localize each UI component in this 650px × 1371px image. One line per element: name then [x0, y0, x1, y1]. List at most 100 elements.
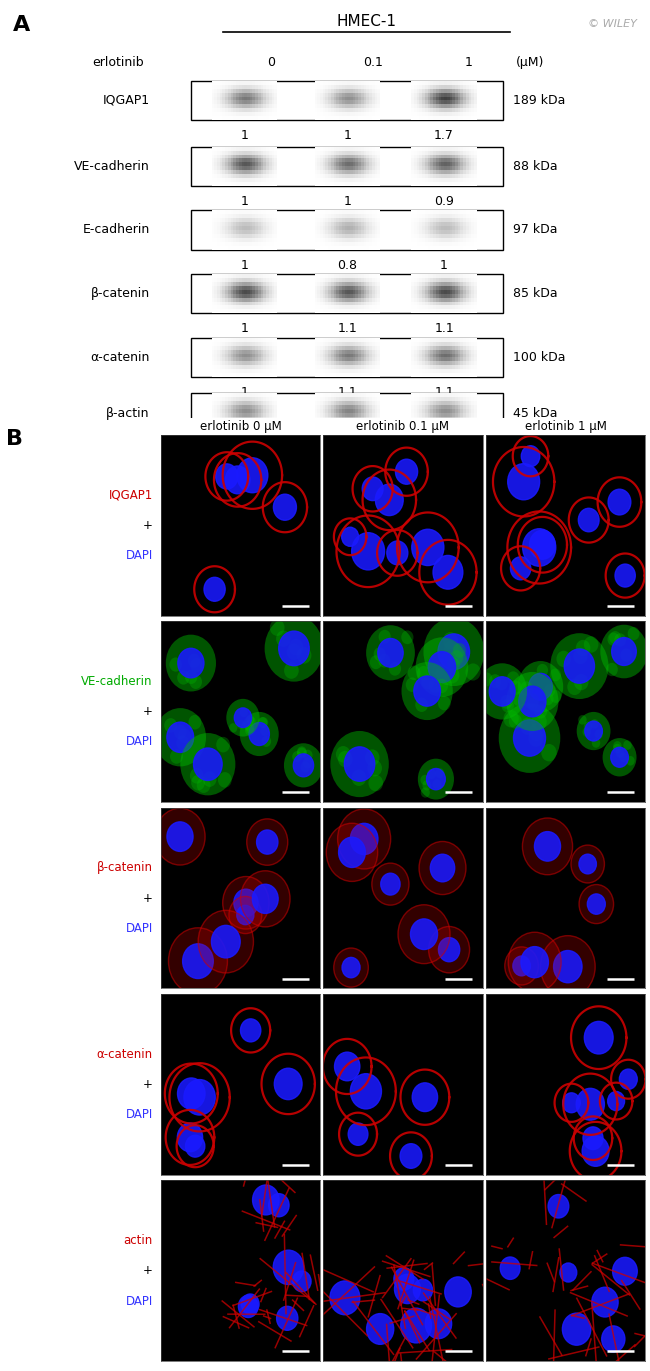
Bar — [326, 310, 328, 314]
Bar — [272, 93, 274, 96]
Bar — [336, 178, 339, 182]
Bar — [411, 85, 414, 89]
Bar — [214, 339, 217, 341]
Bar — [315, 310, 317, 314]
Text: 0.1: 0.1 — [363, 56, 383, 69]
Bar — [378, 117, 380, 121]
Bar — [372, 162, 374, 166]
Bar — [350, 398, 353, 402]
Bar — [422, 89, 425, 93]
Bar — [378, 425, 380, 429]
Bar — [214, 406, 217, 409]
Text: 0.9: 0.9 — [434, 195, 454, 208]
Bar — [244, 151, 247, 155]
Bar — [220, 406, 222, 409]
Bar — [326, 237, 328, 241]
Bar — [217, 241, 220, 245]
Bar — [455, 302, 458, 306]
Bar — [378, 241, 380, 245]
Bar — [231, 421, 233, 425]
Bar — [356, 108, 358, 112]
Circle shape — [401, 1308, 432, 1344]
Bar — [228, 350, 231, 354]
Bar — [328, 81, 331, 85]
Bar — [217, 100, 220, 104]
Bar — [414, 350, 417, 354]
Bar — [211, 393, 214, 398]
Bar — [250, 241, 252, 245]
Bar — [331, 245, 333, 250]
Bar — [425, 81, 428, 85]
Bar — [417, 409, 419, 413]
Bar — [414, 182, 417, 186]
Bar — [469, 358, 471, 362]
Bar — [239, 182, 242, 186]
Circle shape — [167, 821, 193, 851]
Bar — [367, 402, 369, 406]
Bar — [417, 362, 419, 365]
Bar — [361, 234, 364, 237]
Bar — [422, 278, 425, 282]
Bar — [460, 89, 463, 93]
Bar — [419, 373, 422, 377]
Bar — [417, 350, 419, 354]
Bar — [419, 230, 422, 234]
Bar — [252, 159, 255, 162]
Bar — [452, 166, 455, 170]
Bar — [471, 362, 474, 365]
Bar — [236, 310, 239, 314]
Bar — [466, 170, 469, 174]
Bar — [233, 230, 236, 234]
Bar — [211, 282, 214, 287]
Bar — [471, 210, 474, 214]
Bar — [369, 218, 372, 222]
Bar — [269, 100, 272, 104]
Bar — [458, 398, 460, 402]
Bar — [419, 298, 422, 302]
Bar — [315, 393, 317, 398]
Bar — [263, 104, 266, 108]
Bar — [233, 350, 236, 354]
Bar — [331, 413, 333, 417]
Bar — [263, 306, 266, 310]
Bar — [274, 210, 277, 214]
Bar — [463, 345, 466, 350]
Bar — [274, 89, 277, 93]
Bar — [347, 96, 350, 100]
Bar — [439, 159, 441, 162]
Bar — [466, 354, 469, 358]
Circle shape — [577, 1089, 604, 1120]
Bar — [433, 81, 436, 85]
Bar — [356, 274, 358, 278]
Bar — [411, 166, 414, 170]
Bar — [460, 429, 463, 433]
Bar — [458, 93, 460, 96]
Bar — [315, 289, 317, 293]
Bar — [471, 178, 474, 182]
Circle shape — [292, 1271, 311, 1291]
Bar — [369, 237, 372, 241]
Bar — [317, 174, 320, 178]
Bar — [247, 147, 250, 151]
Bar — [211, 365, 214, 369]
Bar — [417, 230, 419, 234]
Bar — [231, 406, 233, 409]
Text: actin: actin — [124, 1234, 153, 1248]
Bar — [222, 398, 225, 402]
Bar — [469, 282, 471, 287]
Bar — [236, 108, 239, 112]
Bar — [344, 170, 347, 174]
Bar — [274, 241, 277, 245]
Bar — [242, 365, 244, 369]
Bar — [247, 230, 250, 234]
Bar — [320, 293, 322, 298]
Bar — [458, 100, 460, 104]
Bar — [356, 210, 358, 214]
Bar — [236, 302, 239, 306]
Bar — [469, 93, 471, 96]
Circle shape — [197, 777, 211, 792]
Bar — [250, 100, 252, 104]
Bar — [339, 409, 342, 413]
Bar — [217, 147, 220, 151]
Bar — [378, 230, 380, 234]
